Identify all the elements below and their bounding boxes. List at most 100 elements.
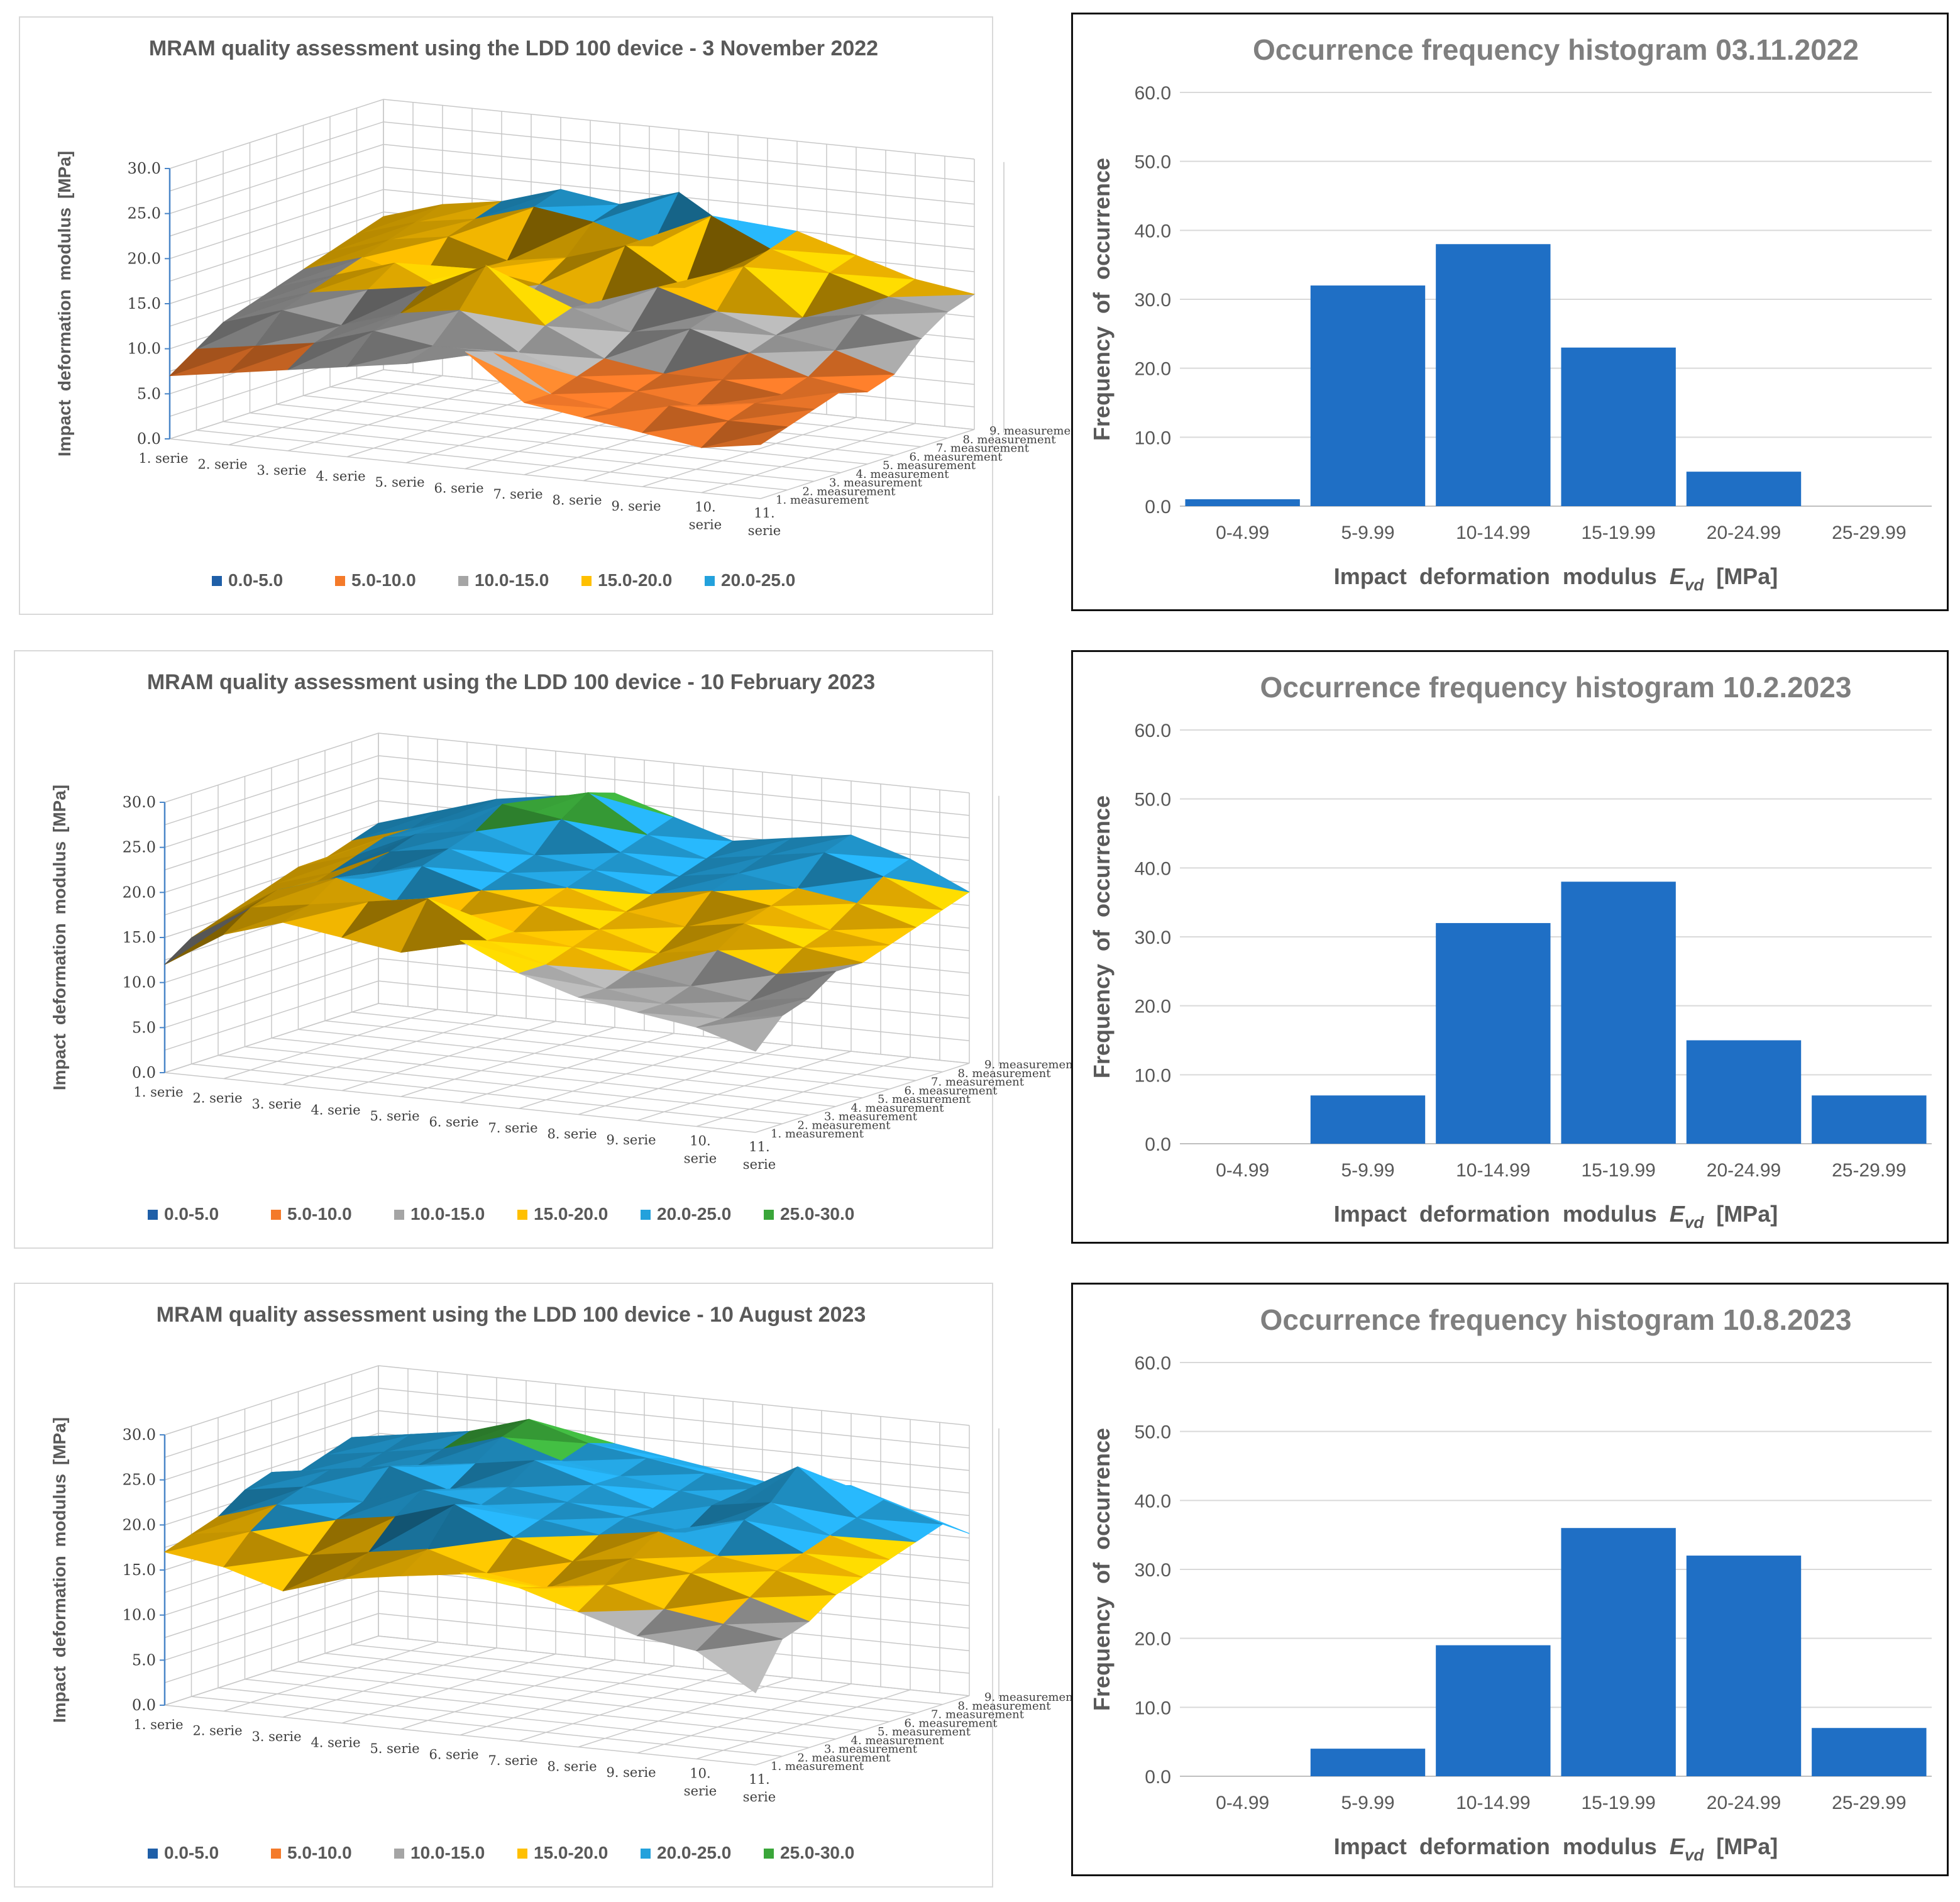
surface-facet bbox=[658, 923, 745, 954]
surface-facet bbox=[539, 245, 626, 285]
surface-facet bbox=[544, 307, 632, 333]
y-tick-label: 0.0 bbox=[1145, 1767, 1171, 1788]
surface-facet bbox=[549, 375, 637, 395]
measurement-label: 8. measurement bbox=[958, 1700, 1052, 1713]
surface-facet bbox=[887, 279, 975, 297]
surface-facet bbox=[432, 309, 520, 353]
surface-facet bbox=[389, 831, 476, 853]
z-axis-label: Impact deformation modulus [MPa] bbox=[55, 151, 74, 456]
measurement-label: 1. measurement bbox=[771, 1127, 864, 1141]
floor-gridline bbox=[271, 1037, 863, 1098]
surface-facet bbox=[728, 402, 815, 421]
surface-facet bbox=[448, 1460, 535, 1491]
histogram-bar-0-4.99 bbox=[1185, 499, 1300, 506]
surface-facet bbox=[454, 1504, 541, 1520]
surface-facet bbox=[684, 890, 771, 927]
surface-facet bbox=[512, 1519, 600, 1538]
legend-label: 0.0-5.0 bbox=[228, 570, 283, 590]
surface-facet bbox=[593, 852, 680, 877]
legend-swatch-15.0-20.0 bbox=[517, 1210, 527, 1220]
surface-title: MRAM quality assessment using the LDD 10… bbox=[149, 36, 878, 60]
surface-facet bbox=[883, 1500, 970, 1534]
surface-facet bbox=[802, 929, 889, 948]
surface-facet bbox=[410, 799, 497, 829]
y-tick-label: 50.0 bbox=[1135, 152, 1171, 173]
measurement-label: 7. measurement bbox=[931, 1076, 1025, 1089]
surface-facet bbox=[797, 1466, 884, 1501]
series-label: 8. serie bbox=[547, 1759, 597, 1774]
surface-facet bbox=[223, 1530, 311, 1567]
surface-facet bbox=[571, 287, 658, 309]
surface-facet bbox=[754, 391, 841, 404]
floor-gridline bbox=[324, 1652, 917, 1714]
x-tick-label: 10-14.99 bbox=[1456, 522, 1530, 543]
surface-facet bbox=[770, 1466, 858, 1518]
x-axis-label-subscript: vd bbox=[1685, 1213, 1704, 1232]
z-tick-label: 5.0 bbox=[132, 1019, 156, 1036]
legend-label: 5.0-10.0 bbox=[287, 1843, 352, 1862]
surface-facet bbox=[593, 1475, 680, 1491]
y-tick-label: 60.0 bbox=[1135, 1353, 1171, 1374]
legend-swatch-20.0-25.0 bbox=[641, 1210, 651, 1220]
histogram-bar-20-24.99 bbox=[1686, 1556, 1802, 1776]
surface-facet bbox=[519, 1584, 605, 1589]
surface-facet bbox=[298, 837, 385, 868]
x-axis-label-subscript: vd bbox=[1685, 575, 1704, 594]
surface-chart-panel-2: MRAM quality assessment using the LDD 10… bbox=[14, 650, 1078, 1249]
surface-facet bbox=[652, 873, 739, 895]
series-label: serie bbox=[684, 1784, 717, 1799]
series-label: 9. serie bbox=[611, 499, 661, 514]
measurement-label: 1. measurement bbox=[771, 1760, 864, 1773]
floor-gridline bbox=[324, 1020, 917, 1081]
series-label: 2. serie bbox=[192, 1091, 242, 1106]
histogram-panel-3: Occurrence frequency histogram 10.8.2023… bbox=[1071, 1283, 1949, 1876]
surface-facet bbox=[427, 1504, 515, 1550]
legend-label: 5.0-10.0 bbox=[351, 570, 416, 590]
surface-facet bbox=[619, 834, 707, 860]
floor-gridline bbox=[276, 404, 868, 465]
surface-facet bbox=[716, 266, 804, 318]
wall-gridline bbox=[164, 733, 970, 803]
surface-facet bbox=[314, 312, 401, 344]
surface-chart-1: MRAM quality assessment using the LDD 10… bbox=[55, 36, 1083, 590]
x-axis-label: Impact deformation modulus Evd [MPa] bbox=[1334, 563, 1778, 594]
surface-facet bbox=[539, 1501, 627, 1520]
surface-facet bbox=[834, 314, 922, 351]
surface-facet bbox=[487, 931, 573, 948]
y-tick-label: 20.0 bbox=[1135, 997, 1171, 1017]
legend-swatch-10.0-15.0 bbox=[394, 1210, 404, 1220]
floor-gridline bbox=[245, 1679, 836, 1740]
measurement-label: 3. measurement bbox=[829, 477, 923, 490]
surface-facet bbox=[604, 328, 691, 359]
surface-facet bbox=[282, 1552, 369, 1591]
histogram-bar-20-24.99 bbox=[1686, 472, 1802, 506]
measurement-label: 2. measurement bbox=[798, 1119, 891, 1132]
x-tick-label: 5-9.99 bbox=[1341, 1793, 1394, 1813]
series-label: serie bbox=[743, 1789, 776, 1805]
x-tick-label: 15-19.99 bbox=[1581, 1160, 1655, 1181]
surface-facet bbox=[588, 1442, 674, 1459]
y-tick-label: 60.0 bbox=[1135, 83, 1171, 104]
surface-facet bbox=[304, 1466, 390, 1488]
x-axis-label-text: Impact deformation modulus bbox=[1334, 1833, 1670, 1859]
surface-facet bbox=[465, 351, 551, 395]
legend-label: 10.0-15.0 bbox=[410, 1843, 485, 1862]
histogram-bar-5-9.99 bbox=[1310, 285, 1426, 506]
surface-facet bbox=[422, 1486, 509, 1491]
surface-facet bbox=[663, 328, 751, 375]
legend-label: 15.0-20.0 bbox=[534, 1843, 608, 1862]
measurement-label: 4. measurement bbox=[851, 1734, 945, 1747]
x-tick-label: 10-14.99 bbox=[1456, 1160, 1530, 1181]
histogram-panel-2: Occurrence frequency histogram 10.2.2023… bbox=[1071, 650, 1949, 1244]
y-tick-label: 20.0 bbox=[1135, 359, 1171, 380]
surface-facet bbox=[448, 831, 535, 856]
x-tick-label: 15-19.99 bbox=[1581, 1793, 1655, 1813]
y-tick-label: 0.0 bbox=[1145, 1134, 1171, 1155]
z-tick-label: 20.0 bbox=[123, 1516, 156, 1534]
surface-facet bbox=[706, 1473, 793, 1489]
surface-facet bbox=[534, 1460, 621, 1476]
surface-facet bbox=[341, 286, 427, 326]
surface-facet bbox=[223, 904, 310, 935]
measurement-label: 7. measurement bbox=[936, 442, 1030, 455]
y-tick-label: 10.0 bbox=[1135, 428, 1171, 448]
